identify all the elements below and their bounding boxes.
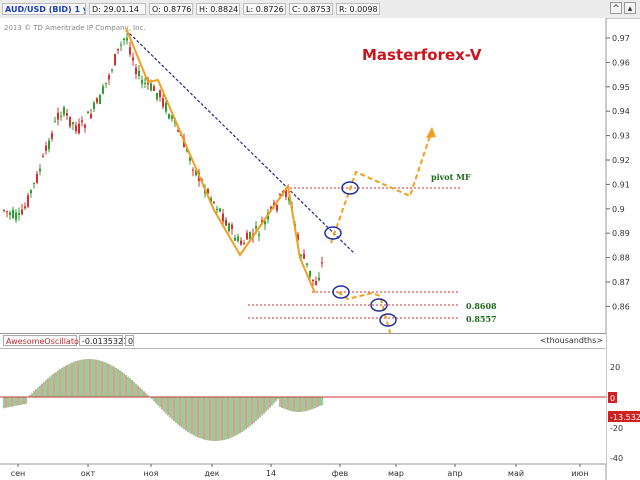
- osc-tick: -20: [610, 424, 623, 433]
- range-field: R: 0.0098: [336, 3, 380, 15]
- price-tick: 0.88: [612, 254, 630, 263]
- price-tick: 0.86: [612, 302, 630, 311]
- price-tick: 0.91: [612, 180, 630, 189]
- oscillator-panel: [0, 348, 606, 464]
- marker-ellipse: [379, 313, 397, 327]
- price-chart[interactable]: 2013 © TD Ameritrade IP Company, Inc. Ma…: [0, 18, 640, 480]
- price-tick: 0.92: [612, 156, 630, 165]
- price-tick: 0.95: [612, 83, 630, 92]
- marker-ellipse: [341, 181, 359, 195]
- oscillator-histogram: [3, 359, 323, 441]
- toolbar: AUD/USD (BID) 1 у D D: 29.01.14 O: 0.877…: [0, 0, 640, 19]
- close-field: C: 0.8753: [289, 3, 333, 15]
- forecast-up-arrow: [426, 127, 436, 138]
- time-tick: 14: [266, 469, 276, 478]
- price-tick: 0.89: [612, 229, 630, 238]
- time-tick: июн: [571, 469, 588, 478]
- oscillator-value: -0.0135321: [79, 335, 128, 346]
- marker-ellipse: [332, 285, 350, 299]
- zero-label: 0: [610, 394, 615, 403]
- time-tick: сен: [11, 469, 26, 478]
- price-tick: 0.87: [612, 278, 630, 287]
- price-tick: 0.9: [612, 205, 625, 214]
- low-field: L: 0.8726: [243, 3, 286, 15]
- level-label-1: 0.8608: [466, 301, 497, 311]
- osc-tick: -40: [610, 454, 623, 463]
- symbol-field[interactable]: AUD/USD (BID) 1 у D: [2, 3, 86, 15]
- units-label: <thousandths>: [539, 336, 603, 345]
- osc-tick: 20: [610, 363, 620, 372]
- level-label-2: 0.8557: [466, 314, 497, 324]
- pivot-label: pivot MF: [431, 172, 471, 182]
- forecast-up: [330, 129, 433, 244]
- price-tick: 0.94: [612, 107, 630, 116]
- open-field: O: 0.8776: [149, 3, 193, 15]
- oscillator-name[interactable]: AwesomeOscillator: [3, 335, 82, 346]
- marker-ellipse: [370, 298, 388, 312]
- trend-line: [125, 29, 356, 255]
- current-value-label: -13.532: [610, 413, 640, 422]
- time-tick: окт: [81, 469, 96, 478]
- price-tick: 0.96: [612, 58, 630, 67]
- copyright-text: 2013 © TD Ameritrade IP Company, Inc.: [4, 24, 146, 32]
- price-axis: 0.97 0.96 0.95 0.94 0.93 0.92 0.91 0.9 0.89 0.88 0…: [606, 34, 630, 311]
- price-panel: [0, 18, 606, 332]
- zero-badge: [608, 392, 617, 403]
- oscillator-header: AwesomeOscillator -0.0135321 0 <thousand…: [0, 333, 606, 349]
- oscillator-param: 0: [125, 335, 134, 346]
- high-field: H: 0.8824: [196, 3, 240, 15]
- time-tick: ноя: [144, 469, 159, 478]
- price-tick: 0.97: [612, 34, 630, 43]
- collapse-icon[interactable]: ^: [610, 2, 622, 14]
- zigzag-wave: [125, 27, 316, 294]
- marker-ellipse: [324, 226, 342, 240]
- date-field: D: 29.01.14: [89, 3, 146, 15]
- scroll-up-icon[interactable]: ▴: [624, 2, 636, 14]
- time-tick: мар: [388, 469, 404, 478]
- brand-title: Masterforex-V: [362, 46, 482, 64]
- time-tick: апр: [447, 469, 462, 478]
- time-tick: фев: [332, 469, 349, 478]
- time-axis: сен окт ноя дек 14 фев мар апр май июн: [11, 464, 589, 478]
- price-tick: 0.93: [612, 132, 630, 141]
- time-tick: май: [508, 469, 524, 478]
- current-value-badge: [608, 411, 640, 422]
- time-tick: дек: [204, 469, 219, 478]
